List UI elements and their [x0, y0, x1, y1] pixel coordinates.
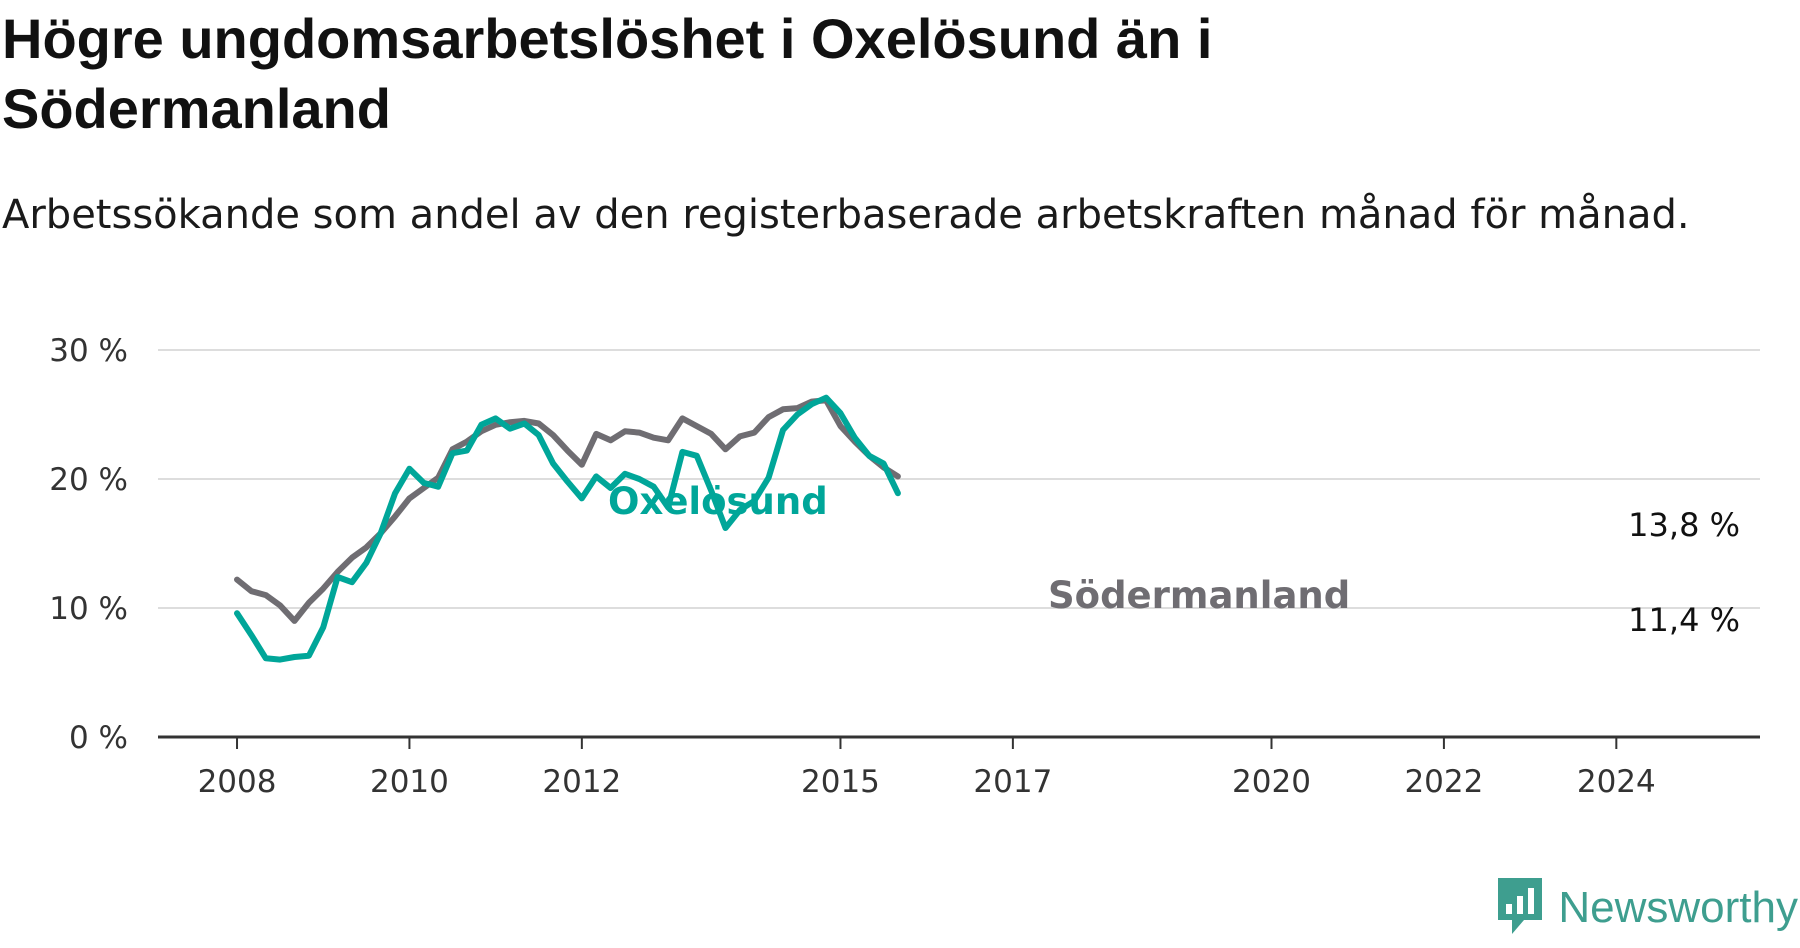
- newsworthy-logo-icon: [1494, 874, 1546, 942]
- series-line-oxelösund: [234, 394, 901, 663]
- end-label-södermanland: 11,4 %: [1628, 601, 1740, 639]
- x-tick-label: 2012: [542, 764, 621, 800]
- series-label-södermanland: Södermanland: [1048, 574, 1350, 617]
- y-tick-label: 0 %: [69, 720, 128, 756]
- x-tick-label: 2020: [1232, 764, 1311, 800]
- y-tick-label: 20 %: [49, 462, 128, 498]
- x-tick-label: 2024: [1577, 764, 1656, 800]
- newsworthy-brand[interactable]: Newsworthy: [1494, 868, 1798, 948]
- end-label-oxelösund: 13,8 %: [1628, 506, 1740, 544]
- x-tick-label: 2017: [973, 764, 1052, 800]
- x-tick-label: 2008: [198, 764, 277, 800]
- chart-title: Högre ungdomsarbetslöshet i Oxelösund än…: [2, 7, 1213, 140]
- brand-name: Newsworthy: [1558, 883, 1798, 932]
- x-tick-label: 2010: [370, 764, 449, 800]
- x-tick-label: 2015: [801, 764, 880, 800]
- series-label-oxelösund: Oxelösund: [608, 480, 828, 523]
- x-tick-label: 2022: [1404, 764, 1483, 800]
- y-tick-label: 10 %: [49, 591, 128, 627]
- y-tick-label: 30 %: [49, 333, 128, 369]
- chart-subtitle: Arbetssökande som andel av den registerb…: [2, 192, 1690, 238]
- series-line-södermanland: [234, 397, 901, 624]
